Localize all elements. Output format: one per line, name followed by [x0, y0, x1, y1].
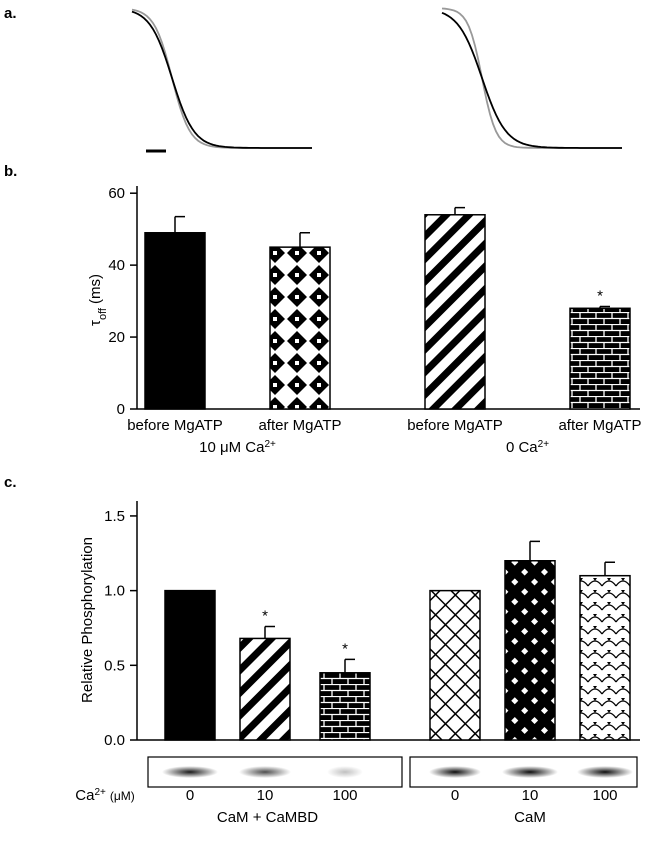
- error-bar: [454, 206, 465, 215]
- x-tick-label: 0: [186, 787, 194, 804]
- panel-label: a.: [4, 5, 17, 22]
- bar: [269, 246, 331, 410]
- y-tick-label: 20: [108, 329, 125, 346]
- bar: [144, 232, 206, 410]
- x-tick-label: 100: [332, 787, 357, 804]
- y-tick-label: 0.5: [104, 657, 125, 674]
- y-tick-label: 0.0: [104, 732, 125, 749]
- group-label: 0 Ca2+: [506, 439, 549, 457]
- error-bar: [264, 625, 275, 639]
- y-axis-title-part: off: [97, 307, 109, 320]
- error-bar: [599, 305, 610, 309]
- blot-band: [239, 766, 291, 778]
- panel-label: c.: [4, 474, 17, 491]
- significance-mark: *: [342, 640, 348, 657]
- group-label-part: CaM: [514, 809, 546, 826]
- y-tick-label: 60: [108, 185, 125, 202]
- blot-band: [577, 766, 633, 778]
- blot-band: [429, 766, 481, 778]
- y-axis-title: τoff (ms): [87, 274, 109, 326]
- y-tick-label: 1.0: [104, 583, 125, 600]
- x-tick-label: 10: [522, 787, 539, 804]
- x-tick-label: before MgATP: [407, 417, 503, 434]
- row-label-part: (μM): [110, 789, 135, 803]
- bar: [424, 214, 486, 410]
- error-bar: [529, 540, 540, 561]
- bar: [319, 672, 371, 741]
- row-label: Ca2+ (μM): [75, 787, 135, 805]
- row-label-part: Ca: [75, 787, 95, 804]
- group-label-part: CaM + CaMBD: [217, 809, 318, 826]
- x-tick-label: after MgATP: [558, 417, 641, 434]
- y-axis-title-part: (ms): [87, 274, 104, 304]
- bar: [239, 637, 291, 741]
- x-tick-label: 0: [451, 787, 459, 804]
- y-axis-title: Relative Phosphorylation: [79, 537, 96, 703]
- panel-label: b.: [4, 163, 17, 180]
- bar: [569, 307, 631, 410]
- blot-band: [502, 766, 558, 778]
- group-label: CaM: [514, 809, 546, 826]
- group-label: CaM + CaMBD: [217, 809, 318, 826]
- group-label-part: 0 Ca: [506, 439, 538, 456]
- error-bar: [299, 232, 310, 248]
- x-tick-label: 10: [257, 787, 274, 804]
- x-tick-label: 100: [592, 787, 617, 804]
- trace: [441, 11, 622, 149]
- y-tick-label: 0: [117, 401, 125, 418]
- bar: [429, 589, 481, 741]
- x-tick-label: before MgATP: [127, 417, 223, 434]
- error-bar: [604, 561, 615, 576]
- significance-mark: *: [262, 607, 268, 624]
- group-label: 10 μM Ca2+: [199, 439, 276, 457]
- blot-band: [162, 766, 218, 778]
- x-tick-label: after MgATP: [258, 417, 341, 434]
- error-bar: [174, 215, 185, 233]
- significance-mark: *: [597, 287, 603, 304]
- bar: [504, 560, 556, 741]
- group-label-part: 10 μM Ca: [199, 439, 265, 456]
- trace: [441, 7, 622, 149]
- trace: [131, 10, 312, 149]
- bar: [579, 574, 631, 741]
- error-bar: [344, 658, 355, 673]
- blot-band: [327, 766, 363, 778]
- bar: [164, 589, 216, 741]
- group-label-part: 2+: [538, 439, 550, 450]
- row-label-part: 2+: [94, 787, 106, 798]
- content: a. b. 0 20 40 60 τoff (ms) before MgATP after MgA…: [4, 5, 642, 826]
- trace: [131, 8, 312, 149]
- y-tick-label: 40: [108, 257, 125, 274]
- group-label-part: 2+: [264, 439, 276, 450]
- y-axis-title-part: Relative Phosphorylation: [79, 537, 96, 703]
- y-axis-title-part: τ: [87, 320, 104, 326]
- y-tick-label: 1.5: [104, 508, 125, 525]
